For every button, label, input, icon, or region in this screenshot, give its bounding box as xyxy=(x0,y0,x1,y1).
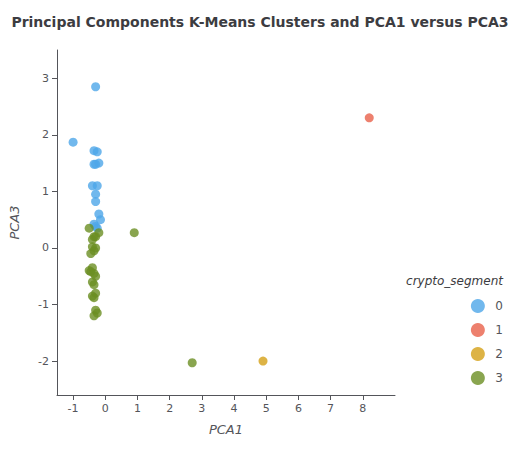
svg-text:-1: -1 xyxy=(38,298,49,311)
svg-text:0: 0 xyxy=(495,299,503,313)
svg-text:PCA3: PCA3 xyxy=(7,205,22,239)
svg-text:0: 0 xyxy=(42,241,49,254)
svg-text:7: 7 xyxy=(327,402,334,415)
svg-text:3: 3 xyxy=(198,402,205,415)
svg-text:0: 0 xyxy=(102,402,109,415)
svg-text:crypto_segment: crypto_segment xyxy=(406,274,504,288)
svg-text:6: 6 xyxy=(295,402,302,415)
svg-text:3: 3 xyxy=(42,72,49,85)
svg-text:2: 2 xyxy=(495,347,503,361)
svg-text:4: 4 xyxy=(231,402,238,415)
svg-text:8: 8 xyxy=(359,402,366,415)
svg-text:1: 1 xyxy=(495,323,503,337)
svg-text:5: 5 xyxy=(263,402,270,415)
svg-text:3: 3 xyxy=(495,371,503,385)
svg-text:Principal Components K-Means C: Principal Components K-Means Clusters an… xyxy=(11,14,508,30)
svg-text:1: 1 xyxy=(134,402,141,415)
svg-text:-2: -2 xyxy=(38,355,49,368)
svg-text:-1: -1 xyxy=(68,402,79,415)
svg-text:2: 2 xyxy=(42,128,49,141)
svg-text:PCA1: PCA1 xyxy=(209,422,243,437)
svg-text:1: 1 xyxy=(42,185,49,198)
svg-text:2: 2 xyxy=(166,402,173,415)
